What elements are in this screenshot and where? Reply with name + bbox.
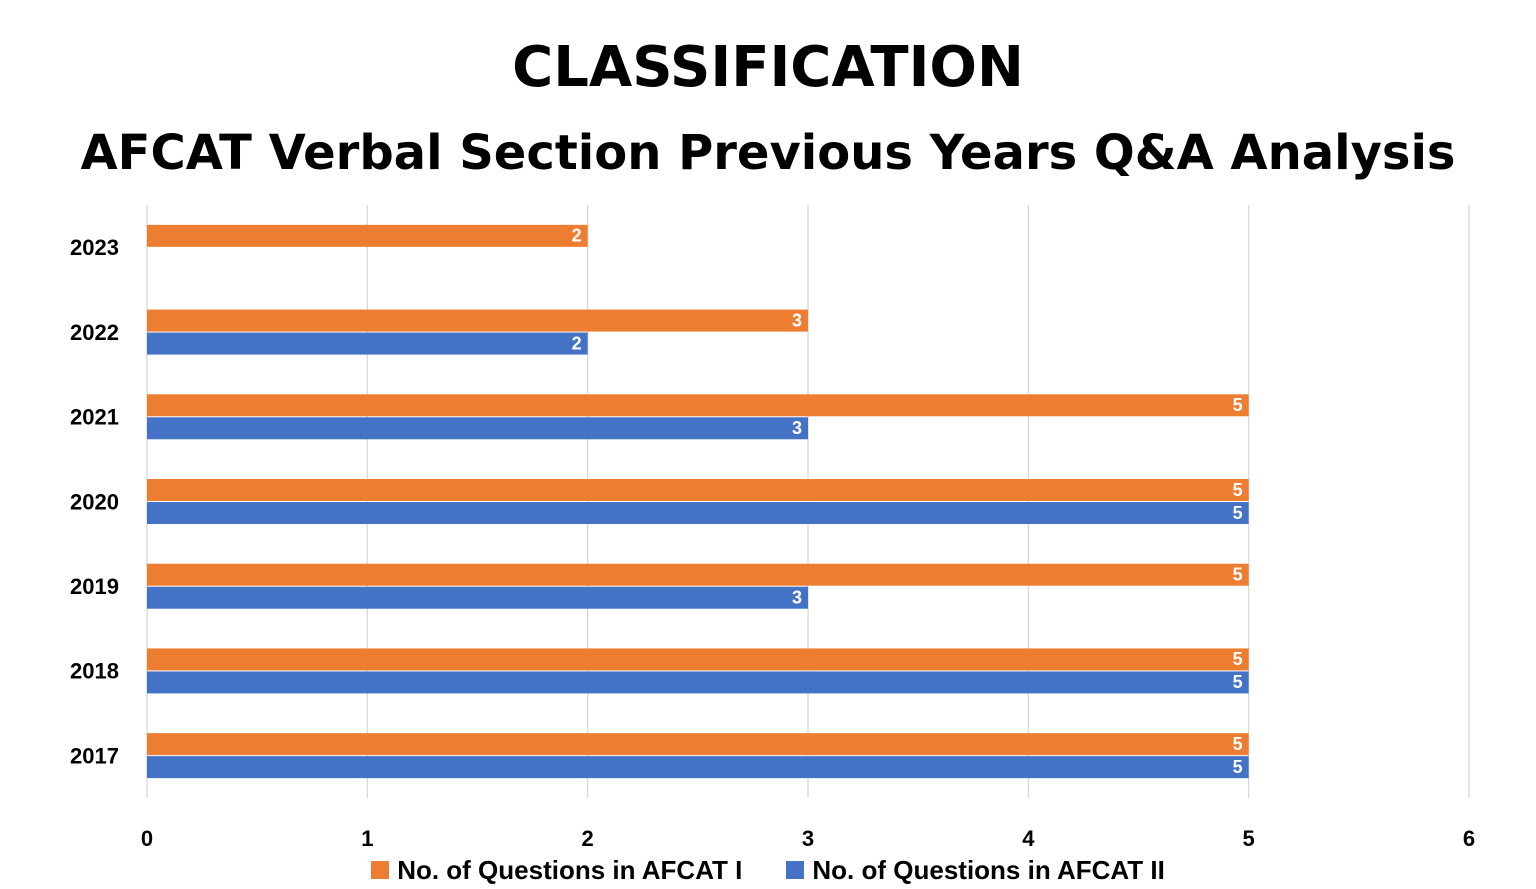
data-label: 5 xyxy=(1233,395,1243,415)
y-tick-label: 2020 xyxy=(70,489,119,514)
y-tick-label: 2019 xyxy=(70,574,119,599)
bar xyxy=(147,563,1249,586)
gridlines xyxy=(146,205,1470,798)
bar xyxy=(147,479,1249,501)
bar xyxy=(147,309,808,332)
data-label: 5 xyxy=(1233,757,1243,777)
y-tick-label: 2023 xyxy=(70,235,119,260)
y-tick-label: 2017 xyxy=(70,743,119,768)
y-tick-label: 2018 xyxy=(70,659,119,684)
chart-subtitle: AFCAT Verbal Section Previous Years Q&A … xyxy=(80,125,1456,181)
data-label: 5 xyxy=(1233,564,1243,584)
data-label: 5 xyxy=(1233,734,1243,754)
data-label: 3 xyxy=(792,310,802,330)
legend-item-afcat-2: No. of Questions in AFCAT II xyxy=(786,854,1165,886)
legend-swatch-afcat-2 xyxy=(786,861,805,879)
data-label: 5 xyxy=(1233,672,1243,692)
legend-label-afcat-2: No. of Questions in AFCAT II xyxy=(812,855,1165,885)
x-tick-label: 4 xyxy=(1022,826,1035,851)
data-label: 5 xyxy=(1233,649,1243,669)
bars xyxy=(147,224,1249,779)
bar xyxy=(147,224,588,247)
x-axis: 0 1 2 3 4 5 6 xyxy=(141,826,1475,851)
y-tick-label: 2021 xyxy=(70,405,119,430)
data-label: 5 xyxy=(1233,503,1243,523)
x-tick-label: 6 xyxy=(1463,826,1475,851)
bar xyxy=(147,648,1249,671)
data-label: 3 xyxy=(792,418,802,438)
data-labels: 2 3 2 5 3 5 5 5 3 5 5 5 5 xyxy=(572,226,1243,777)
bar xyxy=(147,417,808,440)
legend-item-afcat-1: No. of Questions in AFCAT I xyxy=(371,854,742,886)
x-tick-label: 1 xyxy=(361,826,373,851)
x-tick-label: 2 xyxy=(582,826,594,851)
x-tick-label: 0 xyxy=(141,826,153,851)
legend-label-afcat-1: No. of Questions in AFCAT I xyxy=(397,855,743,885)
bar xyxy=(147,671,1249,694)
legend-swatch-afcat-1 xyxy=(371,861,390,879)
data-label: 2 xyxy=(572,333,582,353)
data-label: 5 xyxy=(1233,480,1243,500)
bar xyxy=(147,756,1249,779)
y-tick-label: 2022 xyxy=(70,320,119,345)
bar xyxy=(147,394,1249,417)
data-label: 2 xyxy=(572,226,582,246)
bar xyxy=(147,502,1249,524)
chart-title: CLASSIFICATION xyxy=(512,35,1024,100)
x-tick-label: 3 xyxy=(802,826,814,851)
x-tick-label: 5 xyxy=(1243,826,1255,851)
bar xyxy=(147,733,1249,756)
bar xyxy=(147,586,808,609)
legend: No. of Questions in AFCAT I No. of Quest… xyxy=(0,854,1536,886)
data-label: 3 xyxy=(792,587,802,607)
bar xyxy=(147,332,588,355)
y-axis: 2023 2022 2021 2020 2019 2018 2017 xyxy=(70,235,119,768)
